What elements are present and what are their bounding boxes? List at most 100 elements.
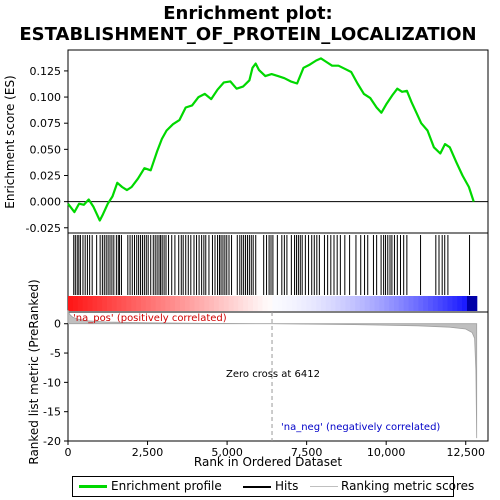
metric-gradient-segment [306,296,312,311]
legend-hits-swatch [243,486,271,488]
metric-gradient-segment [170,296,176,311]
metric-gradient-segment [428,296,434,311]
metric-gradient-segment [179,296,186,311]
metric-gradient-segment [418,296,424,311]
metric-gradient-segment [408,296,415,311]
metric-gradient-segment [243,296,249,311]
metric-gradient-segment [432,296,439,311]
metric-gradient-segment [350,296,356,311]
metric-gradient-segment [140,296,147,311]
metric-gradient-segment [126,296,132,311]
metric-gradient-segment [364,296,371,311]
metric-panel: 0 -5 -10 -15 -20 0 2,500 5,000 7,500 10,000 12,500 [43,310,489,459]
es-y-tick-label: 0.125 [30,65,62,78]
metric-gradient-segment [252,296,259,311]
metric-gradient-segment [359,296,366,311]
es-y-tick-label: 0.100 [30,91,62,104]
metric-gradient-segment [160,296,166,311]
metric-gradient-segment [228,296,235,311]
metric-gradient-segment [413,296,419,311]
es-panel: -0.025 0.000 0.025 0.050 0.075 0.100 0.125 [26,49,489,235]
hits-panel [67,232,489,313]
es-y-tick-label: 0.025 [30,169,62,182]
legend-metric-label: Ranking metric scores [341,479,475,493]
es-y-tick-label: 0.000 [30,196,62,209]
metric-gradient-segment [325,296,332,311]
legend-hits-label: Hits [275,479,299,493]
x-axis-label: Rank in Ordered Dataset [194,455,342,469]
x-tick-label: 0 [65,446,72,459]
legend-enrichment-swatch [79,485,107,488]
zero-cross-label: Zero cross at 6412 [226,369,320,380]
metric-plot-frame [67,311,489,442]
metric-gradient-segment [165,296,171,311]
metric-gradient-segment [257,296,264,311]
pos-correlated-label: 'na_pos' (positively correlated) [73,313,227,324]
metric-gradient-segment [301,296,308,311]
metric-gradient-segment [442,296,449,311]
metric-gradient-segment [379,296,385,311]
metric-gradient-segment [218,296,225,311]
metric-gradient-segment [272,296,278,311]
metric-gradient-segment [175,296,181,311]
metric-gradient-segment [145,296,152,311]
legend-enrichment-label: Enrichment profile [111,479,222,493]
metric-gradient-segment [199,296,205,311]
metric-gradient-segment [403,296,410,311]
metric-gradient-segment [267,296,273,311]
metric-gradient-segment [457,296,463,311]
metric-gradient-segment [355,296,361,311]
metric-gradient-segment [82,296,89,311]
x-tick-label: 5,000 [211,446,243,459]
metric-y-tick-label: -15 [43,406,61,419]
metric-gradient-segment [335,296,342,311]
metric-gradient-segment [345,296,351,311]
metric-gradient-segment [277,296,283,311]
x-tick-label: 7,500 [291,446,323,459]
metric-gradient-segment [150,296,157,311]
metric-gradient-segment [102,296,108,311]
metric-gradient-segment [462,296,468,311]
metric-gradient-segment [87,296,93,311]
x-tick-label: 10,000 [367,446,406,459]
metric-gradient-segment [369,296,376,311]
metric-gradient-segment [311,296,317,311]
metric-gradient-segment [121,296,127,311]
metric-gradient-segment [248,296,254,311]
metric-gradient-segment [68,296,74,311]
es-y-tick-label: -0.025 [26,222,61,235]
metric-gradient-segment [136,296,142,311]
metric-gradient-segment [77,296,84,311]
metric-gradient-segment [262,296,269,311]
metric-gradient-segment [330,296,337,311]
metric-y-tick-label: 0 [54,318,61,331]
metric-gradient-segment [286,296,293,311]
es-y-axis-label: Enrichment score (ES) [3,75,17,208]
legend-metric-swatch [310,486,338,487]
metric-gradient-segment [233,296,239,311]
metric-gradient-segment [155,296,162,311]
metric-y-axis-label: Ranked list metric (PreRanked) [27,279,41,464]
metric-gradient-segment [204,296,210,311]
metric-y-tick-label: -10 [43,376,61,389]
enrichment-profile-line [67,57,475,222]
neg-correlated-label: 'na_neg' (negatively correlated) [281,422,440,433]
x-tick-label: 2,500 [132,446,164,459]
chart-title-line1: Enrichment plot: [163,3,333,24]
es-plot-frame [67,49,489,234]
metric-gradient-segment [97,296,103,311]
metric-gradient-segment [340,296,346,311]
metric-gradient-segment [447,296,453,311]
chart-title-line2: ESTABLISHMENT_OF_PROTEIN_LOCALIZATION [19,24,476,45]
metric-y-tick-label: -5 [50,347,61,360]
metric-gradient-segment [321,296,327,311]
metric-y-tick-label: -20 [43,435,61,448]
metric-gradient-segment [437,296,444,311]
metric-gradient-segment [131,296,137,311]
es-y-tick-label: 0.050 [30,143,62,156]
metric-gradient-segment [471,296,478,311]
es-y-tick-label: 0.075 [30,117,62,130]
metric-gradient-segment [384,296,390,311]
metric-gradient-segment [111,296,118,311]
metric-gradient-segment [72,296,79,311]
